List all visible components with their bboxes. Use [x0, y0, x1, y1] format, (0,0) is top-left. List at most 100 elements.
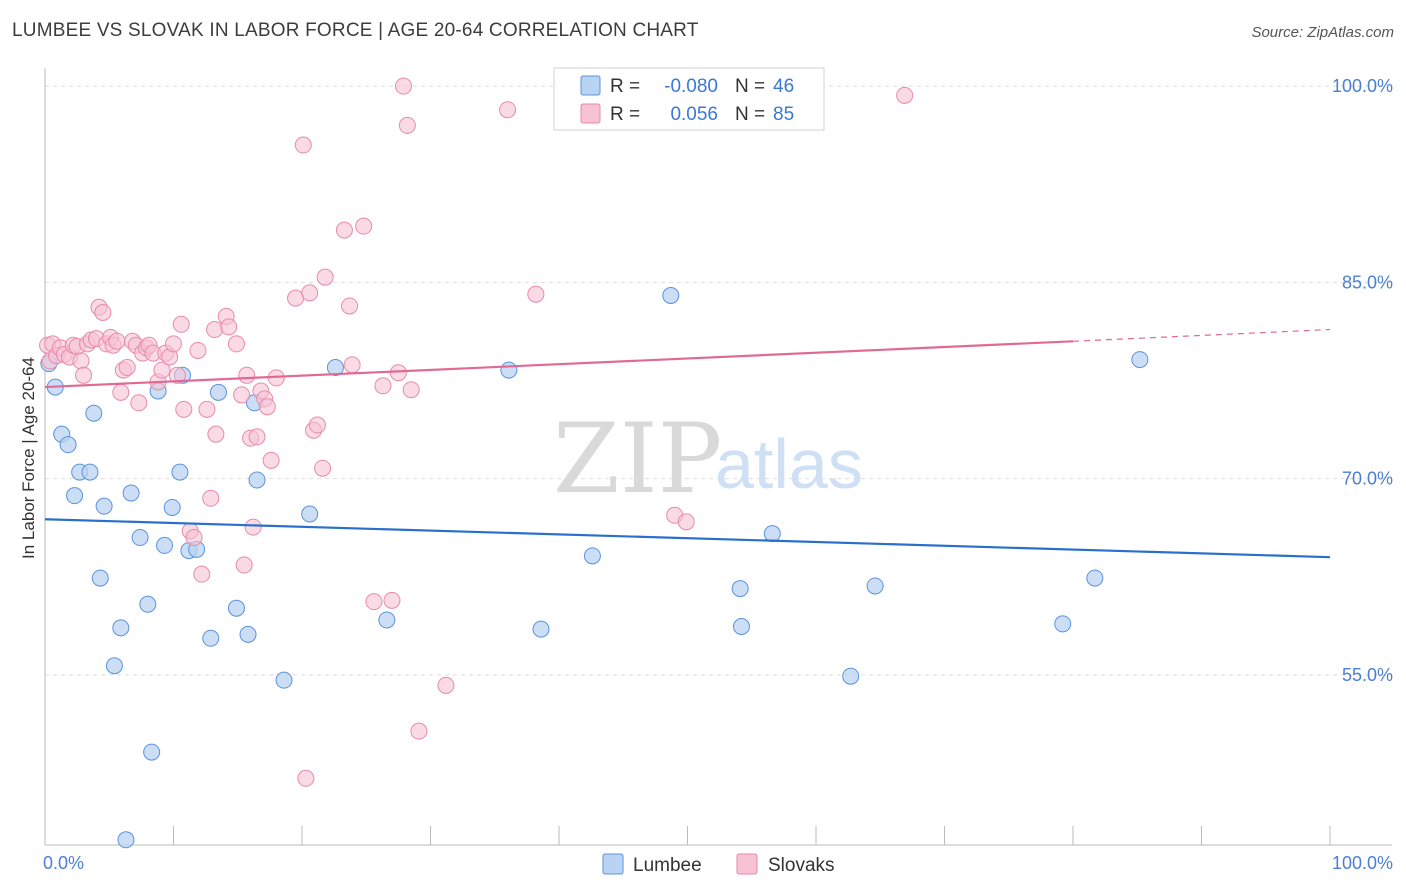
y-tick-labels: 55.0% 70.0% 85.0% 100.0%: [1332, 76, 1393, 685]
slovak-point: [198, 400, 216, 418]
legend-lumbee-r: -0.080: [664, 76, 718, 97]
bottom-legend-slovak-swatch: [736, 853, 758, 875]
y-tick-label: 55.0%: [1342, 665, 1393, 685]
lumbee-point: [1054, 615, 1072, 633]
slovak-point: [72, 352, 90, 370]
slovak-point: [499, 101, 517, 119]
lumbee-point: [105, 657, 123, 675]
lumbee-point: [59, 436, 77, 454]
source-credit: Source: ZipAtlas.com: [1251, 24, 1394, 41]
slovak-point: [294, 136, 312, 154]
slovak-point: [172, 315, 190, 333]
slovak-point: [335, 221, 353, 239]
legend-slovak-n: 85: [773, 104, 794, 125]
slovak-point: [94, 304, 112, 322]
lumbee-point: [275, 671, 293, 689]
slovak-point: [220, 318, 238, 336]
slovak-point: [896, 86, 914, 104]
lumbee-point: [583, 547, 601, 565]
lumbee-point: [732, 618, 750, 636]
lumbee-point: [95, 497, 113, 515]
lumbee-point: [866, 577, 884, 595]
lumbee-point: [500, 361, 518, 379]
lumbee-point: [1131, 351, 1149, 369]
slovak-point: [365, 593, 383, 611]
y-tick-label: 85.0%: [1342, 272, 1393, 292]
slovak-point: [248, 428, 266, 446]
slovak-point: [153, 361, 171, 379]
lumbee-point: [171, 463, 189, 481]
lumbee-point: [662, 287, 680, 304]
slovak-point: [238, 366, 256, 384]
legend-slovak-r: 0.056: [670, 104, 718, 125]
slovak-point: [130, 394, 148, 412]
x-tick-labels: 0.0% 100.0%: [43, 853, 1393, 873]
lumbee-point: [131, 529, 149, 547]
slovak-point: [185, 529, 203, 547]
slovak-point: [75, 366, 93, 384]
lumbee-point: [301, 505, 319, 523]
slovak-point: [207, 425, 225, 443]
slovak-point: [355, 217, 373, 235]
slovak-points: [39, 77, 914, 787]
gridlines: [45, 85, 1392, 676]
lumbee-point: [112, 619, 130, 637]
slovak-point: [341, 297, 359, 315]
slovak-point: [193, 565, 211, 583]
slovak-point: [112, 383, 130, 401]
lumbee-point: [163, 498, 181, 516]
slovak-trend-extension: [1072, 328, 1331, 342]
lumbee-point: [378, 611, 396, 629]
slovak-point: [244, 518, 262, 536]
lumbee-point: [139, 595, 157, 613]
lumbee-point: [1086, 569, 1104, 587]
slovak-point: [402, 381, 420, 399]
slovak-point: [262, 451, 280, 469]
slovak-point: [527, 285, 545, 303]
legend-n-label: N =: [735, 76, 765, 97]
slovak-point: [108, 332, 126, 350]
lumbee-point: [763, 525, 781, 543]
slovak-point: [410, 722, 428, 740]
slovak-point: [437, 676, 455, 694]
slovak-point: [398, 116, 416, 134]
slovak-point: [233, 386, 251, 404]
lumbee-point: [202, 629, 220, 647]
x-tick-label: 100.0%: [1332, 853, 1393, 873]
y-axis-title: In Labor Force | Age 20-64: [19, 357, 38, 559]
slovak-point: [227, 335, 245, 353]
bottom-legend: Lumbee Slovaks: [602, 853, 835, 876]
lumbee-point: [143, 743, 161, 761]
slovak-point: [235, 556, 253, 574]
slovak-point: [202, 489, 220, 507]
slovak-point: [189, 341, 207, 359]
lumbee-point: [248, 471, 266, 489]
lumbee-point: [81, 463, 99, 481]
lumbee-point: [156, 536, 174, 554]
slovak-point: [287, 289, 305, 307]
slovak-point: [175, 400, 193, 418]
legend-slovak-swatch: [580, 103, 601, 124]
lumbee-point: [117, 831, 135, 849]
y-tick-label: 70.0%: [1342, 469, 1393, 489]
slovak-point: [316, 268, 334, 286]
slovak-point: [301, 284, 319, 302]
slovak-point: [165, 335, 182, 353]
slovak-point: [383, 591, 401, 609]
lumbee-trend-line: [44, 518, 1331, 559]
lumbee-point: [326, 358, 344, 376]
watermark: ZIP atlas: [553, 403, 863, 515]
legend-box: R = -0.080 N = 46 R = 0.056 N = 85: [553, 67, 825, 131]
legend-n-label: N =: [735, 104, 765, 125]
slovak-point: [118, 358, 136, 376]
axes: [44, 68, 1392, 846]
bottom-legend-slovak-label: Slovaks: [768, 855, 835, 876]
lumbee-point: [227, 599, 245, 617]
y-tick-label: 100.0%: [1332, 76, 1393, 96]
slovak-point: [308, 416, 326, 434]
lumbee-point: [91, 569, 109, 587]
slovak-point: [258, 398, 276, 416]
slovak-point: [314, 459, 332, 477]
slovak-trend-line: [44, 340, 1074, 389]
